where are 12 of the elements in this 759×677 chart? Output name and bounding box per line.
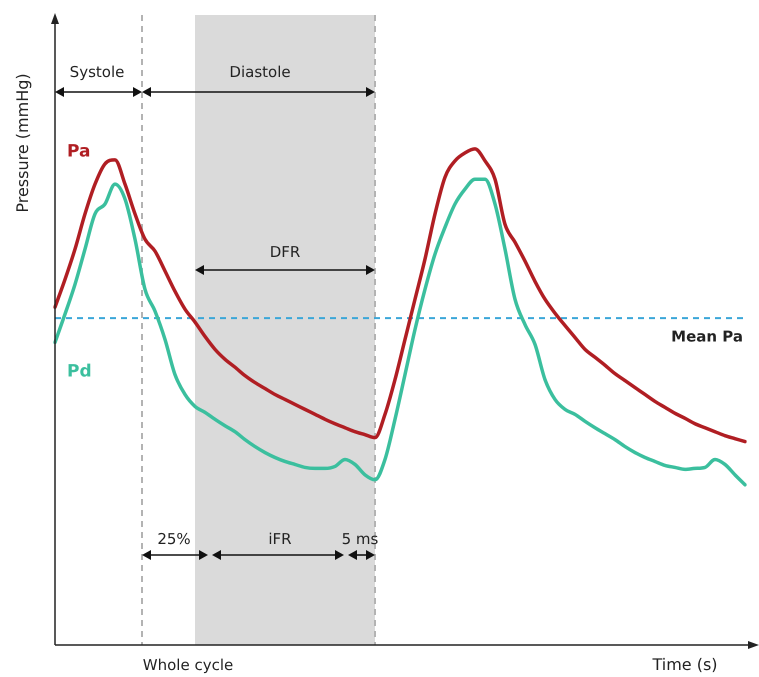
text: Whole cycle xyxy=(142,656,234,674)
annotation: iFR xyxy=(268,530,292,548)
y-axis-title: Pressure (mmHg) xyxy=(13,73,32,213)
annotation: 5 ms xyxy=(342,530,379,548)
text: Systole xyxy=(70,62,124,81)
annotation: DFR xyxy=(270,242,300,261)
text: Diastole xyxy=(229,62,291,81)
x-axis-title: Time (s) xyxy=(651,655,718,674)
series-label: Pa xyxy=(67,141,90,162)
annotation: 25% xyxy=(157,530,191,548)
ref-line-label: Mean Pa xyxy=(671,327,743,346)
series-label: Pd xyxy=(67,361,92,382)
